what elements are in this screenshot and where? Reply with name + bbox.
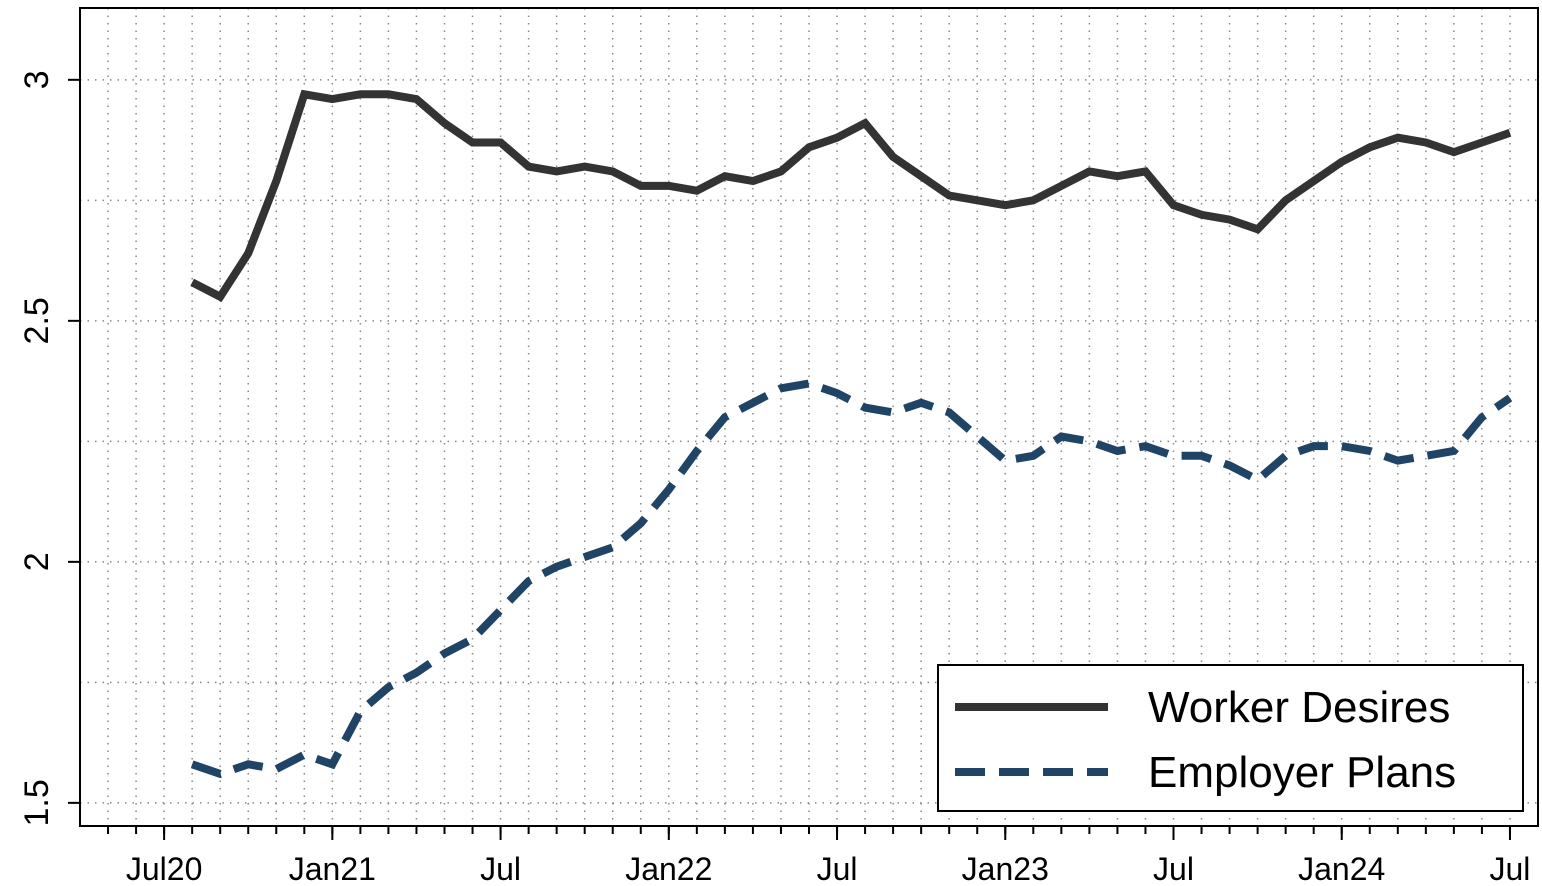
- x-tick-label: Jan23: [962, 851, 1049, 886]
- legend: Worker Desires Employer Plans: [937, 664, 1524, 812]
- x-tick-label: Jan21: [289, 851, 376, 886]
- y-tick-label: 2: [18, 552, 56, 571]
- y-tick-label: 1.5: [18, 779, 56, 826]
- series-line: [190, 89, 1512, 302]
- x-tick-label: Jul: [817, 851, 858, 886]
- legend-box: [937, 664, 1524, 812]
- y-tick-label: 3: [18, 70, 56, 89]
- y-tick-label: 2.5: [18, 297, 56, 344]
- plot-frame: [79, 7, 1539, 827]
- x-tick-label: Jul: [1490, 851, 1531, 886]
- x-tick-label: Jan22: [625, 851, 712, 886]
- series-line: [190, 379, 1513, 779]
- legend-label: Employer Plans: [1148, 748, 1456, 797]
- x-tick-label: Jul: [480, 851, 521, 886]
- legend-label: Worker Desires: [1148, 683, 1450, 732]
- x-tick-label: Jan24: [1298, 851, 1385, 886]
- x-tick-label: Jul: [1153, 851, 1194, 886]
- x-tick-label: Jul20: [126, 851, 203, 886]
